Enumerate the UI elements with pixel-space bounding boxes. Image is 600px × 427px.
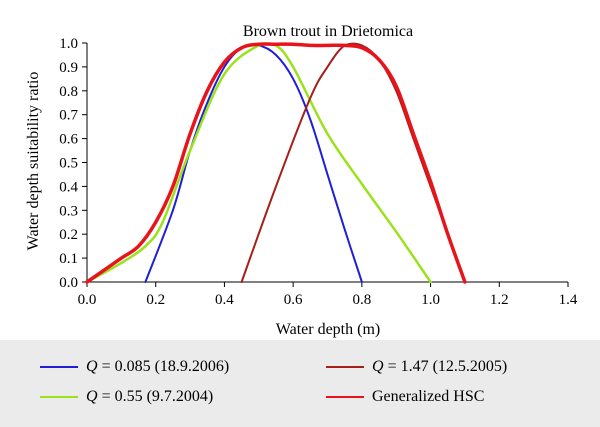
y-tick-label: 0.6 xyxy=(59,132,78,148)
y-tick-label: 0.9 xyxy=(59,60,78,76)
y-tick-label: 0.2 xyxy=(59,227,78,243)
x-tick-label: 0.0 xyxy=(78,292,97,308)
legend-swatch-q-1-47 xyxy=(326,366,364,368)
legend: Q = 0.085 (18.9.2006) Q = 0.55 (9.7.2004… xyxy=(0,340,600,427)
legend-swatch-generalized-hsc xyxy=(326,396,364,398)
plot-axes xyxy=(82,42,569,287)
y-tick-label: 0.7 xyxy=(59,108,78,124)
series-line-generalized-hsc xyxy=(85,42,467,284)
legend-item-q-1-47: Q = 1.47 (12.5.2005) xyxy=(326,357,507,377)
y-tick-label: 0.4 xyxy=(59,179,78,195)
chart-title: Brown trout in Drietomica xyxy=(243,23,413,40)
chart: Brown trout in Drietomica 0.0 0.2 0.4 0.6 0.… xyxy=(25,23,578,338)
y-tick-label: 0.1 xyxy=(59,251,78,267)
x-axis-label: Water depth (m) xyxy=(276,321,380,338)
x-tick-label: 0.8 xyxy=(352,292,371,308)
y-tick-label: 0.0 xyxy=(59,275,78,291)
x-tick-label: 1.0 xyxy=(421,292,440,308)
legend-item-generalized-hsc: Generalized HSC xyxy=(326,387,484,407)
legend-label-q-1-47: Q = 1.47 (12.5.2005) xyxy=(372,358,508,375)
x-tick-label: 0.4 xyxy=(215,292,234,308)
y-tick-label: 1.0 xyxy=(59,36,78,52)
legend-label-generalized-hsc: Generalized HSC xyxy=(372,388,485,405)
y-tick-label: 0.3 xyxy=(59,203,78,219)
y-tick-label: 0.5 xyxy=(59,156,78,172)
legend-label-q-0-55: Q = 0.55 (9.7.2004) xyxy=(86,388,214,405)
x-tick-label: 0.6 xyxy=(284,292,303,308)
y-axis-label: Water depth suitability ratio xyxy=(25,72,42,251)
legend-swatch-q-0-085 xyxy=(40,366,78,368)
y-tick-label: 0.8 xyxy=(59,84,78,100)
legend-item-q-0-085: Q = 0.085 (18.9.2006) xyxy=(40,357,229,377)
x-tick-label: 1.4 xyxy=(559,292,578,308)
x-tick-label: 0.2 xyxy=(146,292,165,308)
tick-labels: 0.0 0.2 0.4 0.6 0.8 1.0 1.2 1.4 0.0 0.1 0.2 0.3 0.4 0… xyxy=(59,36,578,308)
series-lines xyxy=(85,42,467,284)
series-line-q-1-47 xyxy=(240,42,466,283)
x-tick-label: 1.2 xyxy=(490,292,509,308)
legend-label-q-0-085: Q = 0.085 (18.9.2006) xyxy=(86,358,230,375)
legend-swatch-q-0-55 xyxy=(40,396,78,398)
legend-item-q-0-55: Q = 0.55 (9.7.2004) xyxy=(40,387,213,407)
